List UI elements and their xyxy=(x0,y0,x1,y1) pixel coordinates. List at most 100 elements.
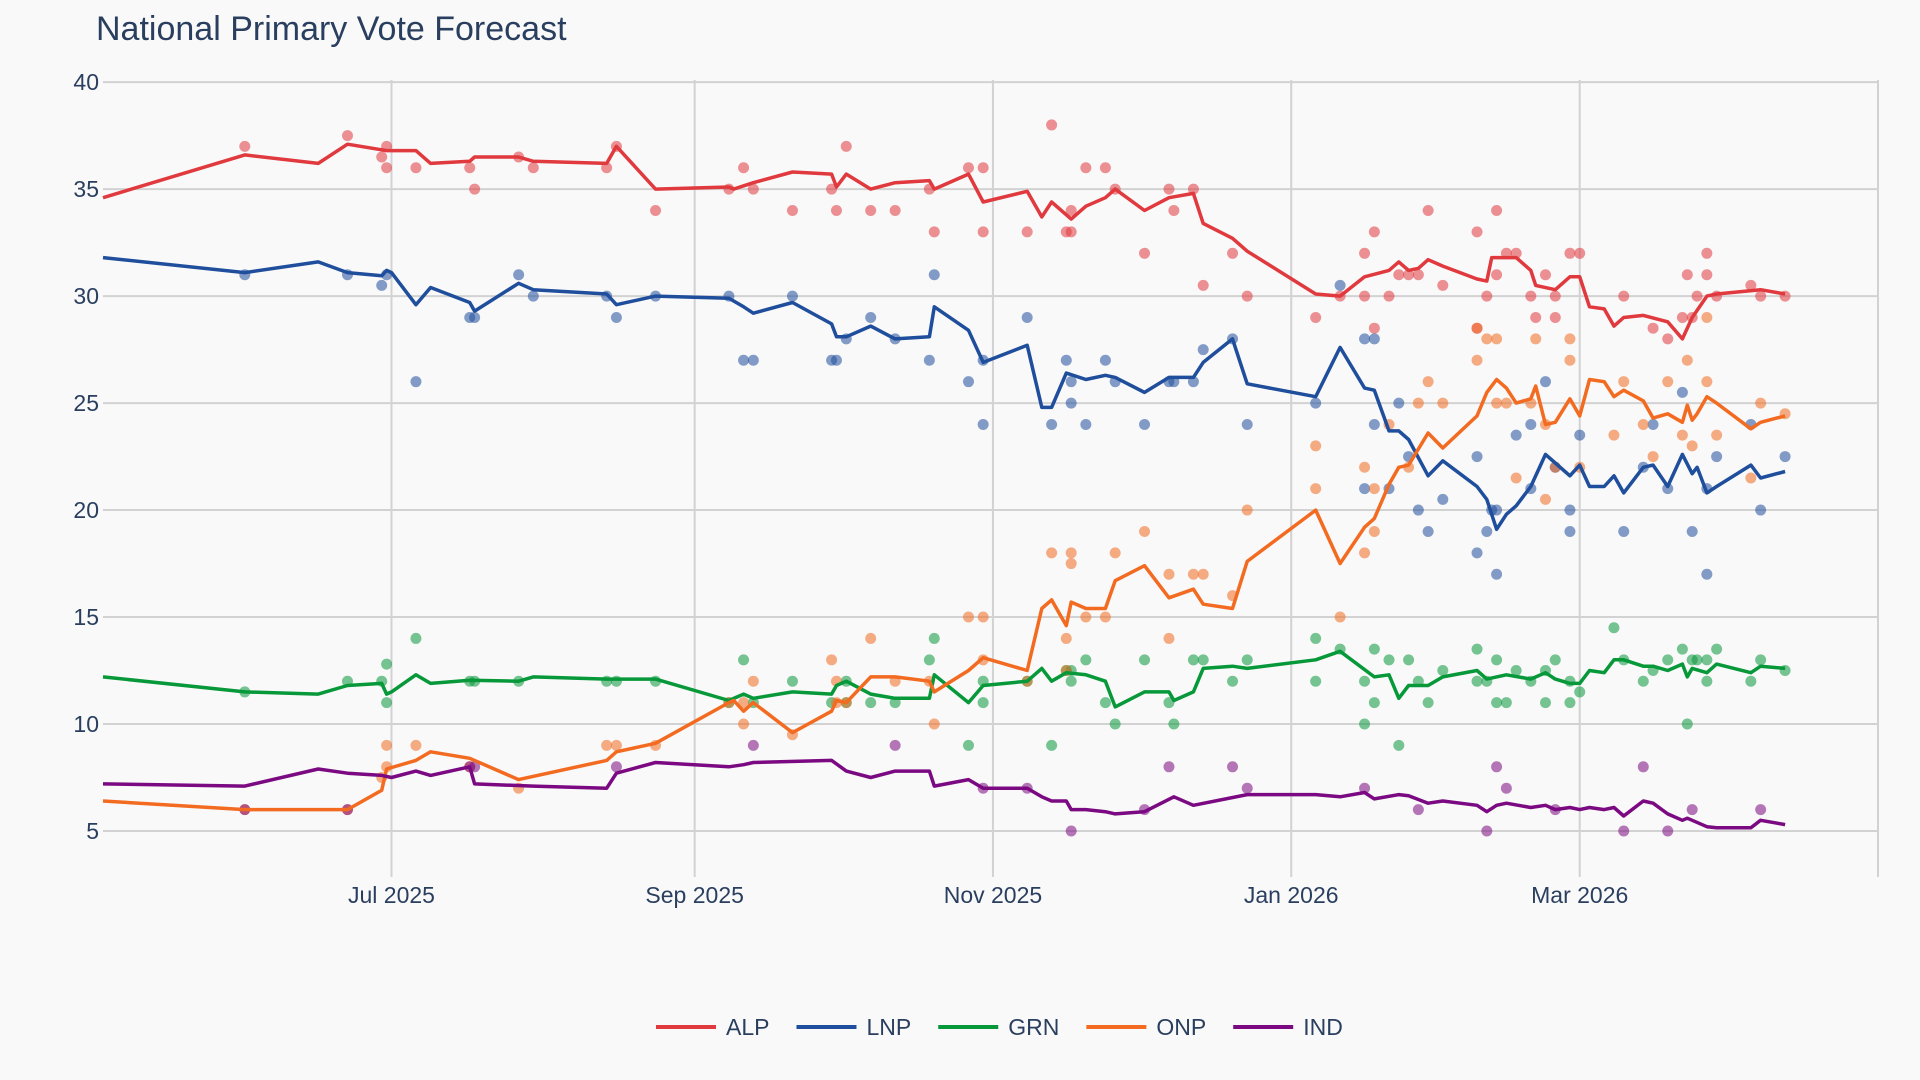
lnp-poll-point xyxy=(1491,504,1503,516)
onp-poll-point xyxy=(738,718,750,730)
lnp-poll-point xyxy=(410,376,422,388)
onp-poll-point xyxy=(962,611,974,623)
alp-poll-point xyxy=(1359,290,1371,302)
onp-poll-point xyxy=(1359,547,1371,559)
onp-poll-point xyxy=(1109,547,1121,559)
legend-item-ind[interactable]: IND xyxy=(1233,1014,1343,1040)
ind-poll-point xyxy=(1241,782,1253,794)
lnp-poll-point xyxy=(1779,451,1791,463)
legend-item-lnp[interactable]: LNP xyxy=(796,1014,911,1040)
ind-legend-label: IND xyxy=(1303,1014,1343,1040)
lnp-poll-point xyxy=(1139,418,1151,430)
grn-poll-point xyxy=(1080,654,1092,666)
onp-poll-point xyxy=(1163,568,1175,580)
onp-poll-point xyxy=(1368,525,1380,537)
lnp-poll-point xyxy=(1080,418,1092,430)
y-tick-label: 5 xyxy=(86,818,99,844)
onp-poll-point xyxy=(1197,568,1209,580)
lnp-poll-point xyxy=(786,290,798,302)
lnp-poll-point xyxy=(1701,568,1713,580)
legend-item-onp[interactable]: ONP xyxy=(1086,1014,1206,1040)
lnp-poll-point xyxy=(1368,333,1380,345)
onp-poll-point xyxy=(747,675,759,687)
lnp-poll-point xyxy=(1471,547,1483,559)
onp-poll-point xyxy=(977,611,989,623)
alp-poll-point xyxy=(1187,183,1199,195)
grn-trend-line xyxy=(102,649,1786,709)
lnp-poll-point xyxy=(376,279,388,291)
legend-item-grn[interactable]: GRN xyxy=(938,1014,1059,1040)
alp-poll-point xyxy=(1437,279,1449,291)
ind-trend-line xyxy=(102,758,1786,830)
lnp-poll-point xyxy=(1197,344,1209,356)
alp-poll-point xyxy=(1574,247,1586,259)
alp-poll-point xyxy=(469,183,481,195)
lnp-poll-point xyxy=(1437,493,1449,505)
alp-poll-point xyxy=(865,205,877,217)
y-axis-ticks: 5 10 15 20 25 30 35 40 xyxy=(73,69,99,844)
lnp-poll-point xyxy=(513,269,525,281)
onp-poll-point xyxy=(1491,397,1503,409)
alp-poll-point xyxy=(1139,247,1151,259)
x-tick-label: Nov 2025 xyxy=(944,882,1042,908)
grn-poll-point xyxy=(1637,675,1649,687)
onp-poll-point xyxy=(1359,461,1371,473)
onp-poll-point xyxy=(1662,376,1674,388)
grn-poll-point xyxy=(1539,697,1551,709)
ind-poll-point xyxy=(1491,761,1503,773)
x-tick-label: Mar 2026 xyxy=(1531,882,1628,908)
onp-poll-point xyxy=(928,718,940,730)
grn-poll-point xyxy=(1383,654,1395,666)
onp-poll-point xyxy=(1437,397,1449,409)
alp-poll-point xyxy=(1412,269,1424,281)
alp-poll-point xyxy=(1163,183,1175,195)
lnp-poll-point xyxy=(527,290,539,302)
onp-poll-point xyxy=(410,739,422,751)
lnp-poll-point xyxy=(1574,429,1586,441)
alp-poll-point xyxy=(962,162,974,174)
onp-poll-point xyxy=(1099,611,1111,623)
y-tick-label: 40 xyxy=(73,69,99,95)
onp-poll-point xyxy=(381,739,393,751)
alp-poll-point xyxy=(527,162,539,174)
grn-poll-point xyxy=(1139,654,1151,666)
x-tick-label: Jan 2026 xyxy=(1244,882,1339,908)
grn-poll-point xyxy=(1691,654,1703,666)
onp-poll-point xyxy=(1701,376,1713,388)
x-tick-label: Sep 2025 xyxy=(645,882,743,908)
grn-poll-point xyxy=(1574,686,1586,698)
alp-poll-point xyxy=(239,140,251,152)
lnp-poll-point xyxy=(1525,418,1537,430)
grn-poll-point xyxy=(1310,632,1322,644)
onp-poll-point xyxy=(1647,451,1659,463)
onp-poll-point xyxy=(1163,632,1175,644)
lnp-poll-point xyxy=(1618,525,1630,537)
lnp-poll-point xyxy=(1241,418,1253,430)
grn-poll-point xyxy=(1701,675,1713,687)
grid xyxy=(103,80,1879,877)
alp-poll-point xyxy=(376,151,388,163)
grn-poll-point xyxy=(1359,718,1371,730)
alp-poll-point xyxy=(1491,205,1503,217)
lnp-poll-point xyxy=(1021,311,1033,323)
lnp-poll-point xyxy=(1393,397,1405,409)
alp-poll-point xyxy=(1525,290,1537,302)
onp-poll-point xyxy=(826,654,838,666)
y-tick-label: 35 xyxy=(73,176,99,202)
grn-poll-point xyxy=(1471,643,1483,655)
lnp-poll-point xyxy=(1711,451,1723,463)
onp-poll-point xyxy=(1241,504,1253,516)
grn-poll-point xyxy=(1422,697,1434,709)
alp-poll-point xyxy=(381,162,393,174)
onp-poll-point xyxy=(1711,429,1723,441)
alp-poll-point xyxy=(410,162,422,174)
alp-poll-point xyxy=(341,130,353,142)
grn-poll-point xyxy=(1676,643,1688,655)
alp-poll-point xyxy=(1403,269,1415,281)
grn-poll-point xyxy=(381,697,393,709)
alp-poll-point xyxy=(1701,247,1713,259)
legend-item-alp[interactable]: ALP xyxy=(656,1014,769,1040)
alp-poll-point xyxy=(1539,269,1551,281)
alp-poll-point xyxy=(1618,290,1630,302)
ind-poll-point xyxy=(1618,825,1630,837)
